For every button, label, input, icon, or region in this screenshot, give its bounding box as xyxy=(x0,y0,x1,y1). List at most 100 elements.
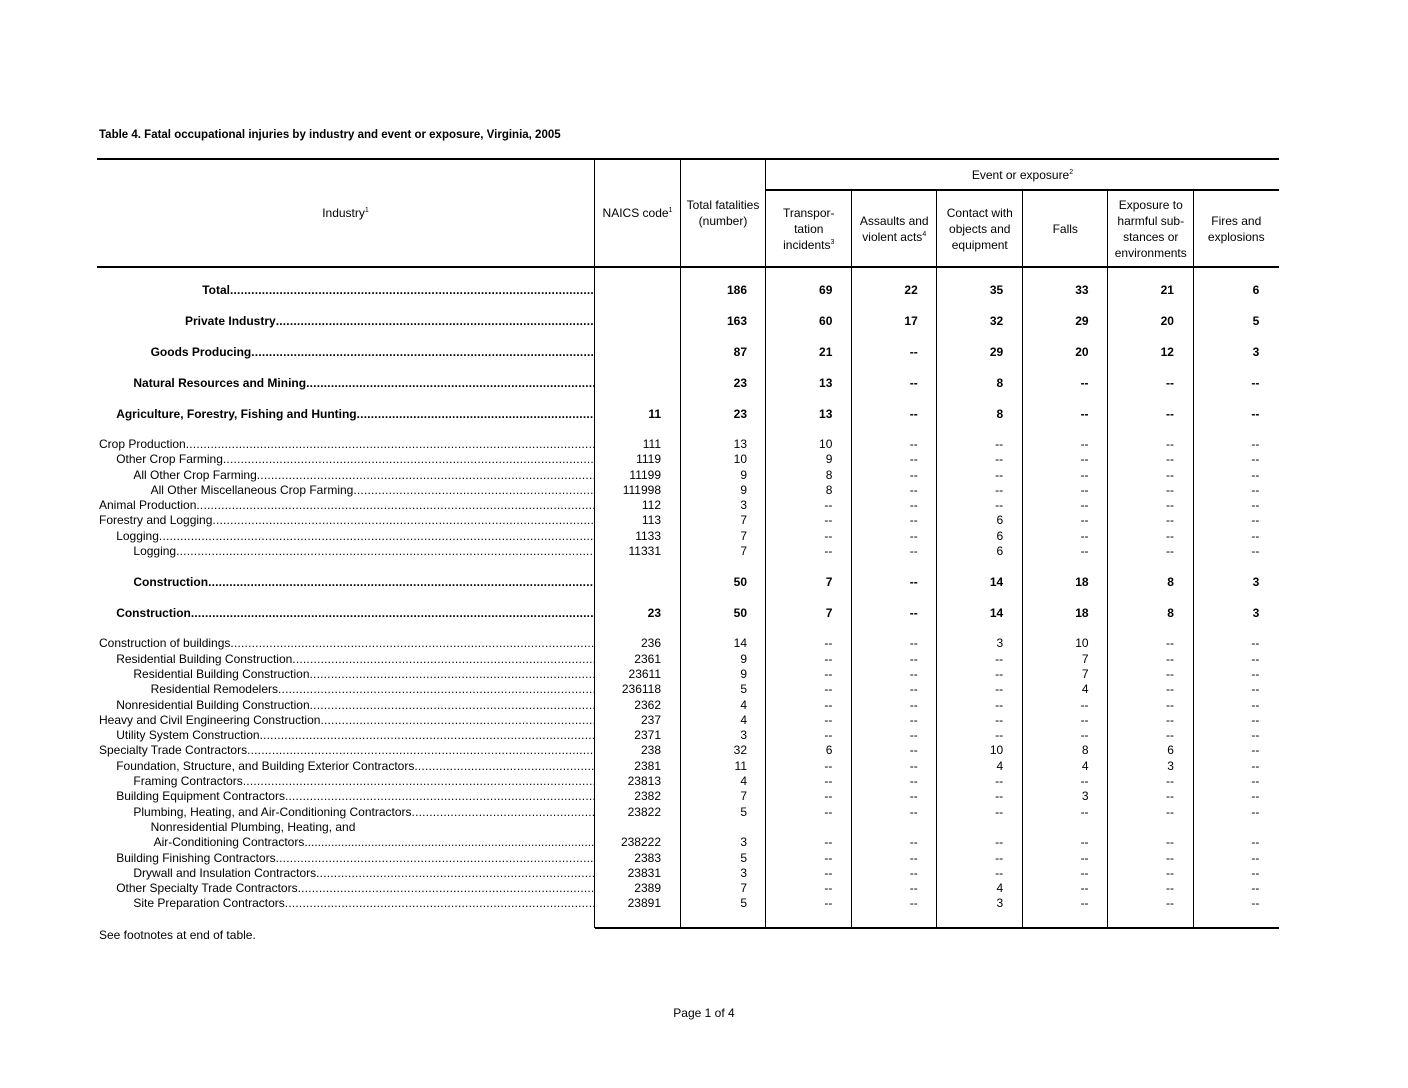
event-value-cell: 17 xyxy=(904,314,918,328)
event-value-cell: -- xyxy=(824,513,833,528)
event-value-cell: 4 xyxy=(996,881,1004,896)
naics-cell xyxy=(595,306,680,337)
event-value-cell: -- xyxy=(1080,437,1089,451)
event-value-cell: 8 xyxy=(996,407,1004,421)
event-value-cell: -- xyxy=(1251,376,1260,390)
event-value-cell: 35 xyxy=(989,283,1004,297)
header-event-line: Exposure to xyxy=(1118,197,1183,212)
total-cell: 50 xyxy=(733,606,747,621)
event-value-cell: 29 xyxy=(1075,314,1089,328)
event-value-cell: -- xyxy=(995,774,1004,789)
event-value-cell: -- xyxy=(824,682,833,697)
event-value-cell: -- xyxy=(909,666,918,681)
event-value-cell: -- xyxy=(1251,636,1260,651)
table-row: Logging 1133 7 -- -- 6 -- -- -- xyxy=(97,529,1279,544)
naics-cell: 113 xyxy=(641,513,661,528)
event-value-cell: -- xyxy=(1251,881,1260,896)
total-cell: 23 xyxy=(733,376,747,390)
event-value-cell: -- xyxy=(824,528,833,543)
industry-cell: Construction of buildings xyxy=(97,636,595,651)
industry-label: Other Crop Farming xyxy=(116,452,595,466)
event-value-cell: -- xyxy=(1251,804,1260,819)
table-row: Logging 11331 7 -- -- 6 -- -- -- xyxy=(97,544,1279,559)
event-value-cell: -- xyxy=(1251,437,1260,451)
event-value-cell: -- xyxy=(1165,651,1174,666)
total-cell: 7 xyxy=(740,513,747,528)
event-value-cell: 18 xyxy=(1075,606,1089,621)
event-value-cell: 18 xyxy=(1075,575,1089,590)
table-row: Building Finishing Contractors 2383 5 -- -- -… xyxy=(97,851,1279,866)
industry-label: Framing Contractors xyxy=(133,774,595,788)
event-value-cell: -- xyxy=(824,789,833,804)
event-value-cell: 69 xyxy=(819,283,833,297)
table-title: Table 4. Fatal occupational injuries by … xyxy=(99,129,561,141)
event-value-cell: -- xyxy=(824,865,833,880)
event-value-cell: -- xyxy=(1165,682,1174,697)
footnote-ref: 2 xyxy=(1069,169,1074,176)
industry-cell: Construction xyxy=(97,598,595,629)
total-cell: 11 xyxy=(734,758,747,773)
event-value-cell: -- xyxy=(1165,376,1174,390)
event-value-cell: 14 xyxy=(989,575,1004,590)
header-event-column: Falls xyxy=(1023,191,1109,266)
event-value-cell: -- xyxy=(824,896,833,911)
industry-label: Natural Resources and Mining xyxy=(133,376,595,390)
event-value-cell: 6 xyxy=(1252,283,1260,297)
event-value-cell: 13 xyxy=(819,376,833,390)
industry-label: Other Specialty Trade Contractors xyxy=(116,881,595,895)
naics-cell: 236 xyxy=(640,636,661,651)
event-value-cell: -- xyxy=(909,758,918,773)
naics-cell: 1133 xyxy=(635,528,661,543)
industry-label: Building Equipment Contractors xyxy=(116,789,595,803)
event-value-cell: 6 xyxy=(996,528,1004,543)
event-value-cell: -- xyxy=(909,774,918,789)
event-value-cell: -- xyxy=(909,482,918,497)
event-value-cell: -- xyxy=(1251,467,1260,482)
event-value-cell: 5 xyxy=(1252,314,1260,328)
industry-label: Nonresidential Plumbing, Heating, and xyxy=(150,819,356,834)
table-row: Residential Remodelers 236118 5 -- -- -- 4 -- -- xyxy=(97,682,1279,697)
naics-cell: 11 xyxy=(648,407,661,421)
event-value-cell: -- xyxy=(1080,544,1089,559)
event-value-cell: -- xyxy=(1165,666,1174,681)
event-value-cell: -- xyxy=(1165,850,1174,865)
event-value-cell: 22 xyxy=(904,283,918,297)
event-value-cell: -- xyxy=(995,437,1004,451)
industry-cell: Total xyxy=(97,275,595,306)
total-cell: 32 xyxy=(733,743,747,758)
naics-cell: 112 xyxy=(641,498,661,513)
event-value-cell: 3 xyxy=(1252,606,1260,621)
event-value-cell: 8 xyxy=(825,467,833,482)
total-cell: 9 xyxy=(740,482,747,497)
table-row: Private Industry 163 60 17 32 29 20 5 xyxy=(97,306,1279,337)
event-value-cell: 3 xyxy=(1252,345,1260,359)
table-row: Construction 23 50 7 -- 14 18 8 3 xyxy=(97,598,1279,629)
event-value-cell: -- xyxy=(1165,636,1174,651)
industry-cell: Logging xyxy=(97,544,595,559)
event-value-cell: -- xyxy=(1080,774,1089,789)
event-value-cell: -- xyxy=(995,452,1004,467)
event-value-cell: 21 xyxy=(1160,283,1174,297)
industry-label: Drywall and Insulation Contractors xyxy=(133,866,595,880)
total-cell: 13 xyxy=(733,437,747,451)
footnote-note: See footnotes at end of table. xyxy=(99,928,256,942)
event-value-cell: -- xyxy=(1251,513,1260,528)
total-cell: 163 xyxy=(726,314,747,328)
total-cell: 3 xyxy=(740,865,747,880)
naics-cell: 2381 xyxy=(634,758,661,773)
footnote-ref: 1 xyxy=(364,207,369,214)
event-value-cell: -- xyxy=(1251,865,1260,880)
event-value-cell: -- xyxy=(1251,651,1260,666)
event-value-cell: -- xyxy=(1251,835,1260,850)
naics-cell: 2371 xyxy=(634,728,661,743)
event-value-cell: 8 xyxy=(1167,606,1174,621)
total-cell: 4 xyxy=(740,774,747,789)
event-value-cell: 3 xyxy=(996,896,1004,911)
event-value-cell: -- xyxy=(1251,682,1260,697)
header-event-column: Transpor-tation incidents3 xyxy=(766,191,852,266)
header-event-line: environments xyxy=(1114,245,1187,260)
event-value-cell: -- xyxy=(1080,482,1089,497)
event-value-cell: -- xyxy=(1165,498,1174,513)
column-divider xyxy=(594,159,596,928)
event-value-cell: 4 xyxy=(1081,682,1089,697)
